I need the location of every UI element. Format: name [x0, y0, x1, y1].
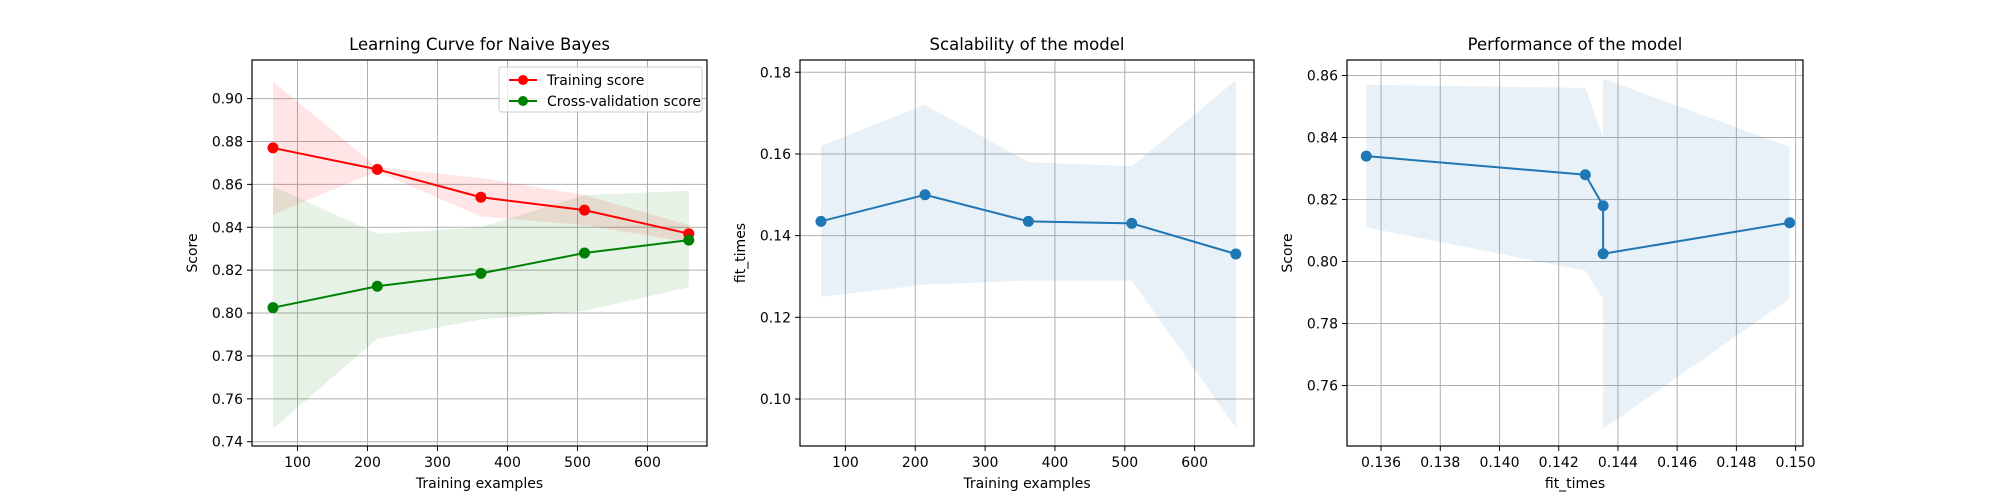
performance-x-tick-label: 0.140 [1479, 455, 1519, 471]
learning-x-tick-label: 300 [424, 455, 451, 471]
learning-band-1 [273, 186, 689, 429]
scalability-band-0 [820, 80, 1236, 428]
learning-axes-frame [251, 59, 708, 447]
learning-legend-label: Cross-validation score [547, 94, 701, 110]
scalability-data-point [1230, 248, 1242, 260]
performance-y-tick-label: 0.78 [1307, 317, 1338, 333]
scalability-y-axis-label: fit_times [733, 223, 749, 283]
learning-legend-marker [518, 96, 528, 106]
performance-band-0 [1366, 78, 1790, 429]
learning-y-tick-label: 0.84 [212, 220, 243, 236]
performance-x-tick-label: 0.146 [1657, 455, 1697, 471]
scalability-y-tick-label: 0.14 [760, 229, 791, 245]
learning-x-axis-label: Training examples [415, 476, 543, 492]
performance-x-tick-label: 0.138 [1420, 455, 1460, 471]
performance-y-tick-label: 0.82 [1307, 193, 1338, 209]
learning-legend-box [498, 66, 703, 113]
performance-y-tick-label: 0.86 [1307, 69, 1338, 85]
learning-x-tick-label: 600 [634, 455, 661, 471]
learning-curve-panel: 100 200 300 400 500 600 0.74 0.76 0.78 0.80 0.82 0.… [185, 35, 708, 492]
scalability-y-tick-label: 0.16 [760, 147, 791, 163]
performance-x-tick-label: 0.142 [1539, 455, 1579, 471]
learning-legend-label: Training score [546, 73, 644, 89]
learning-y-tick-label: 0.90 [212, 92, 243, 108]
learning-y-tick-label: 0.86 [212, 177, 243, 193]
performance-data-point [1360, 150, 1372, 162]
learning-x-tick-label: 200 [354, 455, 381, 471]
scalability-y-tick-label: 0.18 [760, 65, 791, 81]
scalability-x-tick-label: 300 [972, 455, 999, 471]
learning-x-tick-label: 100 [284, 455, 311, 471]
performance-y-tick-label: 0.76 [1307, 379, 1338, 395]
learning-data-point [371, 280, 383, 292]
performance-y-axis-label: Score [1280, 233, 1296, 272]
scalability-y-tick-label: 0.10 [760, 392, 791, 408]
performance-x-tick-label: 0.136 [1361, 455, 1401, 471]
scalability-y-tick-label: 0.12 [760, 310, 791, 326]
learning-chart-title: Learning Curve for Naive Bayes [349, 35, 610, 54]
performance-x-tick-label: 0.148 [1716, 455, 1756, 471]
scalability-data-point [815, 215, 827, 227]
learning-data-point [475, 191, 487, 203]
learning-data-point [579, 247, 590, 259]
scalability-data-point [1022, 215, 1034, 227]
scalability-x-tick-label: 500 [1111, 455, 1138, 471]
performance-x-axis-label: fit_times [1545, 476, 1605, 492]
learning-x-tick-label: 400 [494, 455, 521, 471]
learning-y-axis-label: Score [185, 233, 201, 272]
scalability-data-point [1126, 217, 1138, 229]
scalability-axes-frame [799, 59, 1255, 447]
scalability-panel: 100 200 300 400 500 600 0.10 0.12 0.14 0.16 0.18 Sc… [733, 35, 1255, 492]
performance-chart-title: Performance of the model [1468, 35, 1683, 54]
performance-data-point [1597, 248, 1609, 260]
learning-y-tick-label: 0.88 [212, 134, 243, 150]
learning-band-0 [273, 81, 689, 243]
performance-x-tick-label: 0.150 [1776, 455, 1816, 471]
scalability-x-tick-label: 600 [1181, 455, 1208, 471]
performance-axes-frame [1346, 59, 1804, 447]
performance-data-point [1579, 169, 1591, 181]
learning-data-point [579, 204, 590, 216]
learning-data-point [683, 234, 695, 246]
scalability-x-tick-label: 200 [902, 455, 929, 471]
performance-panel: 0.136 0.138 0.140 0.142 0.144 0.146 0.148 0.150… [1280, 35, 1816, 492]
scalability-x-tick-label: 400 [1042, 455, 1069, 471]
scalability-data-point [919, 189, 931, 201]
performance-data-point [1597, 200, 1609, 212]
learning-y-tick-label: 0.82 [212, 263, 243, 279]
learning-data-point [267, 302, 279, 314]
learning-legend-marker [518, 75, 528, 85]
learning-data-point [475, 267, 487, 279]
performance-y-tick-label: 0.80 [1307, 255, 1338, 271]
learning-y-tick-label: 0.76 [212, 392, 243, 408]
performance-y-tick-label: 0.84 [1307, 131, 1338, 147]
learning-y-tick-label: 0.78 [212, 349, 243, 365]
performance-data-point [1784, 217, 1796, 229]
learning-y-tick-label: 0.74 [212, 435, 243, 451]
learning-data-point [371, 163, 383, 175]
learning-x-tick-label: 500 [564, 455, 591, 471]
scalability-x-axis-label: Training examples [962, 476, 1090, 492]
performance-x-tick-label: 0.144 [1598, 455, 1638, 471]
scalability-x-tick-label: 100 [832, 455, 859, 471]
learning-data-point [267, 142, 279, 154]
learning-y-tick-label: 0.80 [212, 306, 243, 322]
scalability-chart-title: Scalability of the model [930, 35, 1125, 54]
